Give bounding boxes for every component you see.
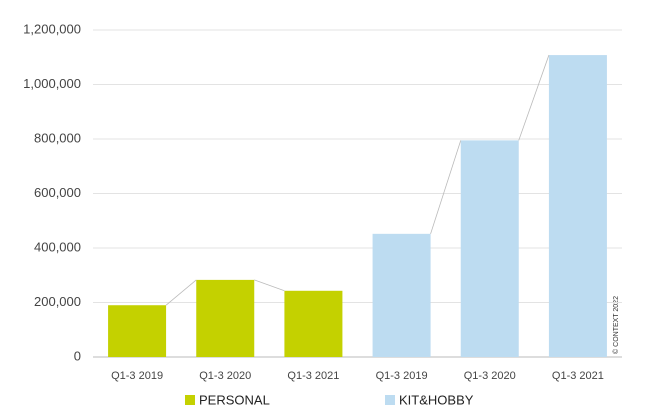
bar: [372, 233, 431, 357]
y-tick-label: 400,000: [34, 239, 81, 254]
bar: [196, 279, 255, 357]
x-tick-label: Q1-3 2019: [111, 370, 163, 382]
legend-label: KIT&HOBBY: [399, 392, 474, 407]
bar: [548, 55, 607, 357]
connector-line: [430, 140, 462, 234]
y-tick-label: 200,000: [34, 294, 81, 309]
legend-swatch: [185, 395, 195, 405]
y-tick-label: 1,200,000: [23, 21, 81, 36]
connector-line: [518, 54, 550, 141]
x-tick-label: Q1-3 2020: [464, 370, 516, 382]
x-tick-label: Q1-3 2021: [287, 370, 339, 382]
bar: [284, 290, 343, 357]
connector-line: [165, 279, 197, 306]
legend-swatch: [385, 395, 395, 405]
bar: [460, 140, 519, 357]
connector-line: [254, 279, 285, 292]
x-tick-label: Q1-3 2021: [552, 370, 604, 382]
copyright: © CONTEXT 2022: [612, 296, 620, 354]
x-tick-label: Q1-3 2019: [376, 370, 428, 382]
legend-label: PERSONAL: [199, 392, 270, 407]
x-tick-label: Q1-3 2020: [199, 370, 251, 382]
y-tick-label: 0: [74, 348, 81, 363]
y-tick-label: 800,000: [34, 130, 81, 145]
y-tick-label: 600,000: [34, 185, 81, 200]
y-tick-label: 1,000,000: [23, 76, 81, 91]
bar: [108, 305, 167, 357]
